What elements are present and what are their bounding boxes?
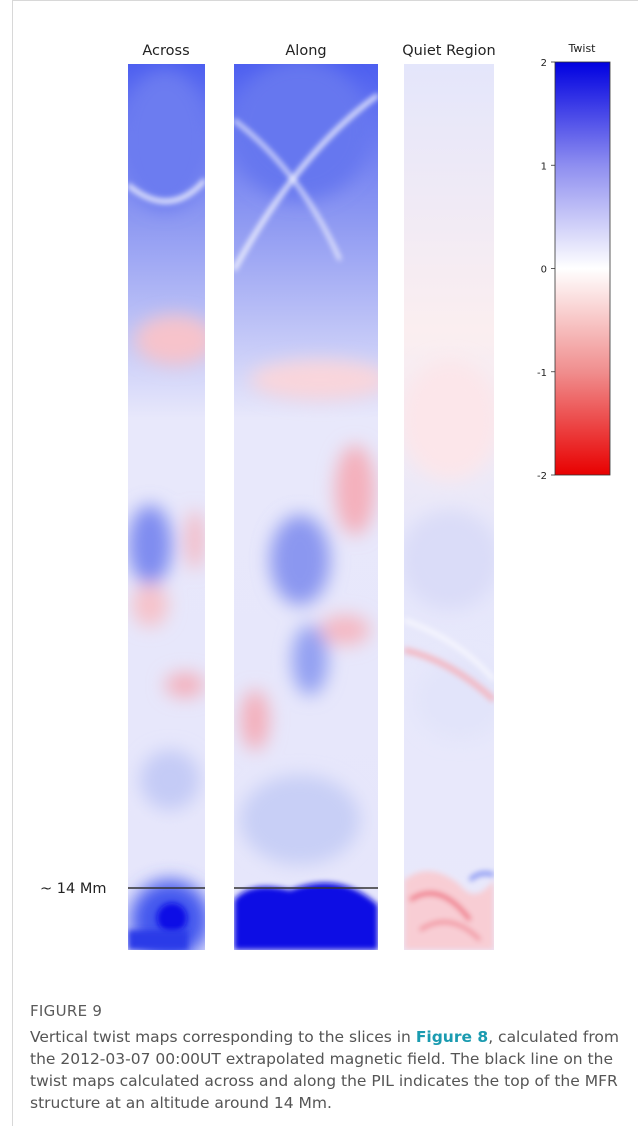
frame — [12, 0, 638, 1126]
colorbar-tick-label: -2 — [537, 471, 547, 482]
caption-text: Vertical twist maps corresponding to the… — [30, 1028, 416, 1046]
colorbar-tick-label: -1 — [537, 368, 547, 379]
quiet-region-map — [404, 64, 494, 950]
colorbar-tick-label: 1 — [541, 161, 547, 172]
colorbar-label: Twist — [568, 42, 597, 55]
panel-title: Across — [142, 43, 189, 59]
panel-title: Quiet Region — [402, 43, 496, 59]
figure-label: FIGURE 9 — [30, 1002, 103, 1020]
caption-text: , calculated from the 2012-03-07 00:00UT… — [30, 1028, 619, 1112]
across-map — [128, 64, 205, 950]
altitude-annotation: ~ 14 Mm — [40, 881, 106, 897]
figure-caption: Vertical twist maps corresponding to the… — [30, 1026, 622, 1114]
colorbar — [554, 61, 611, 476]
colorbar-tick-label: 2 — [541, 58, 547, 69]
colorbar-tick-label: 0 — [541, 265, 547, 276]
figure-link[interactable]: Figure 8 — [415, 1028, 489, 1046]
along-map — [234, 64, 378, 950]
panel-title: Along — [285, 43, 326, 59]
figure-graphic: Across Along Quiet Region ~ 14 Mm Twist … — [40, 42, 611, 950]
